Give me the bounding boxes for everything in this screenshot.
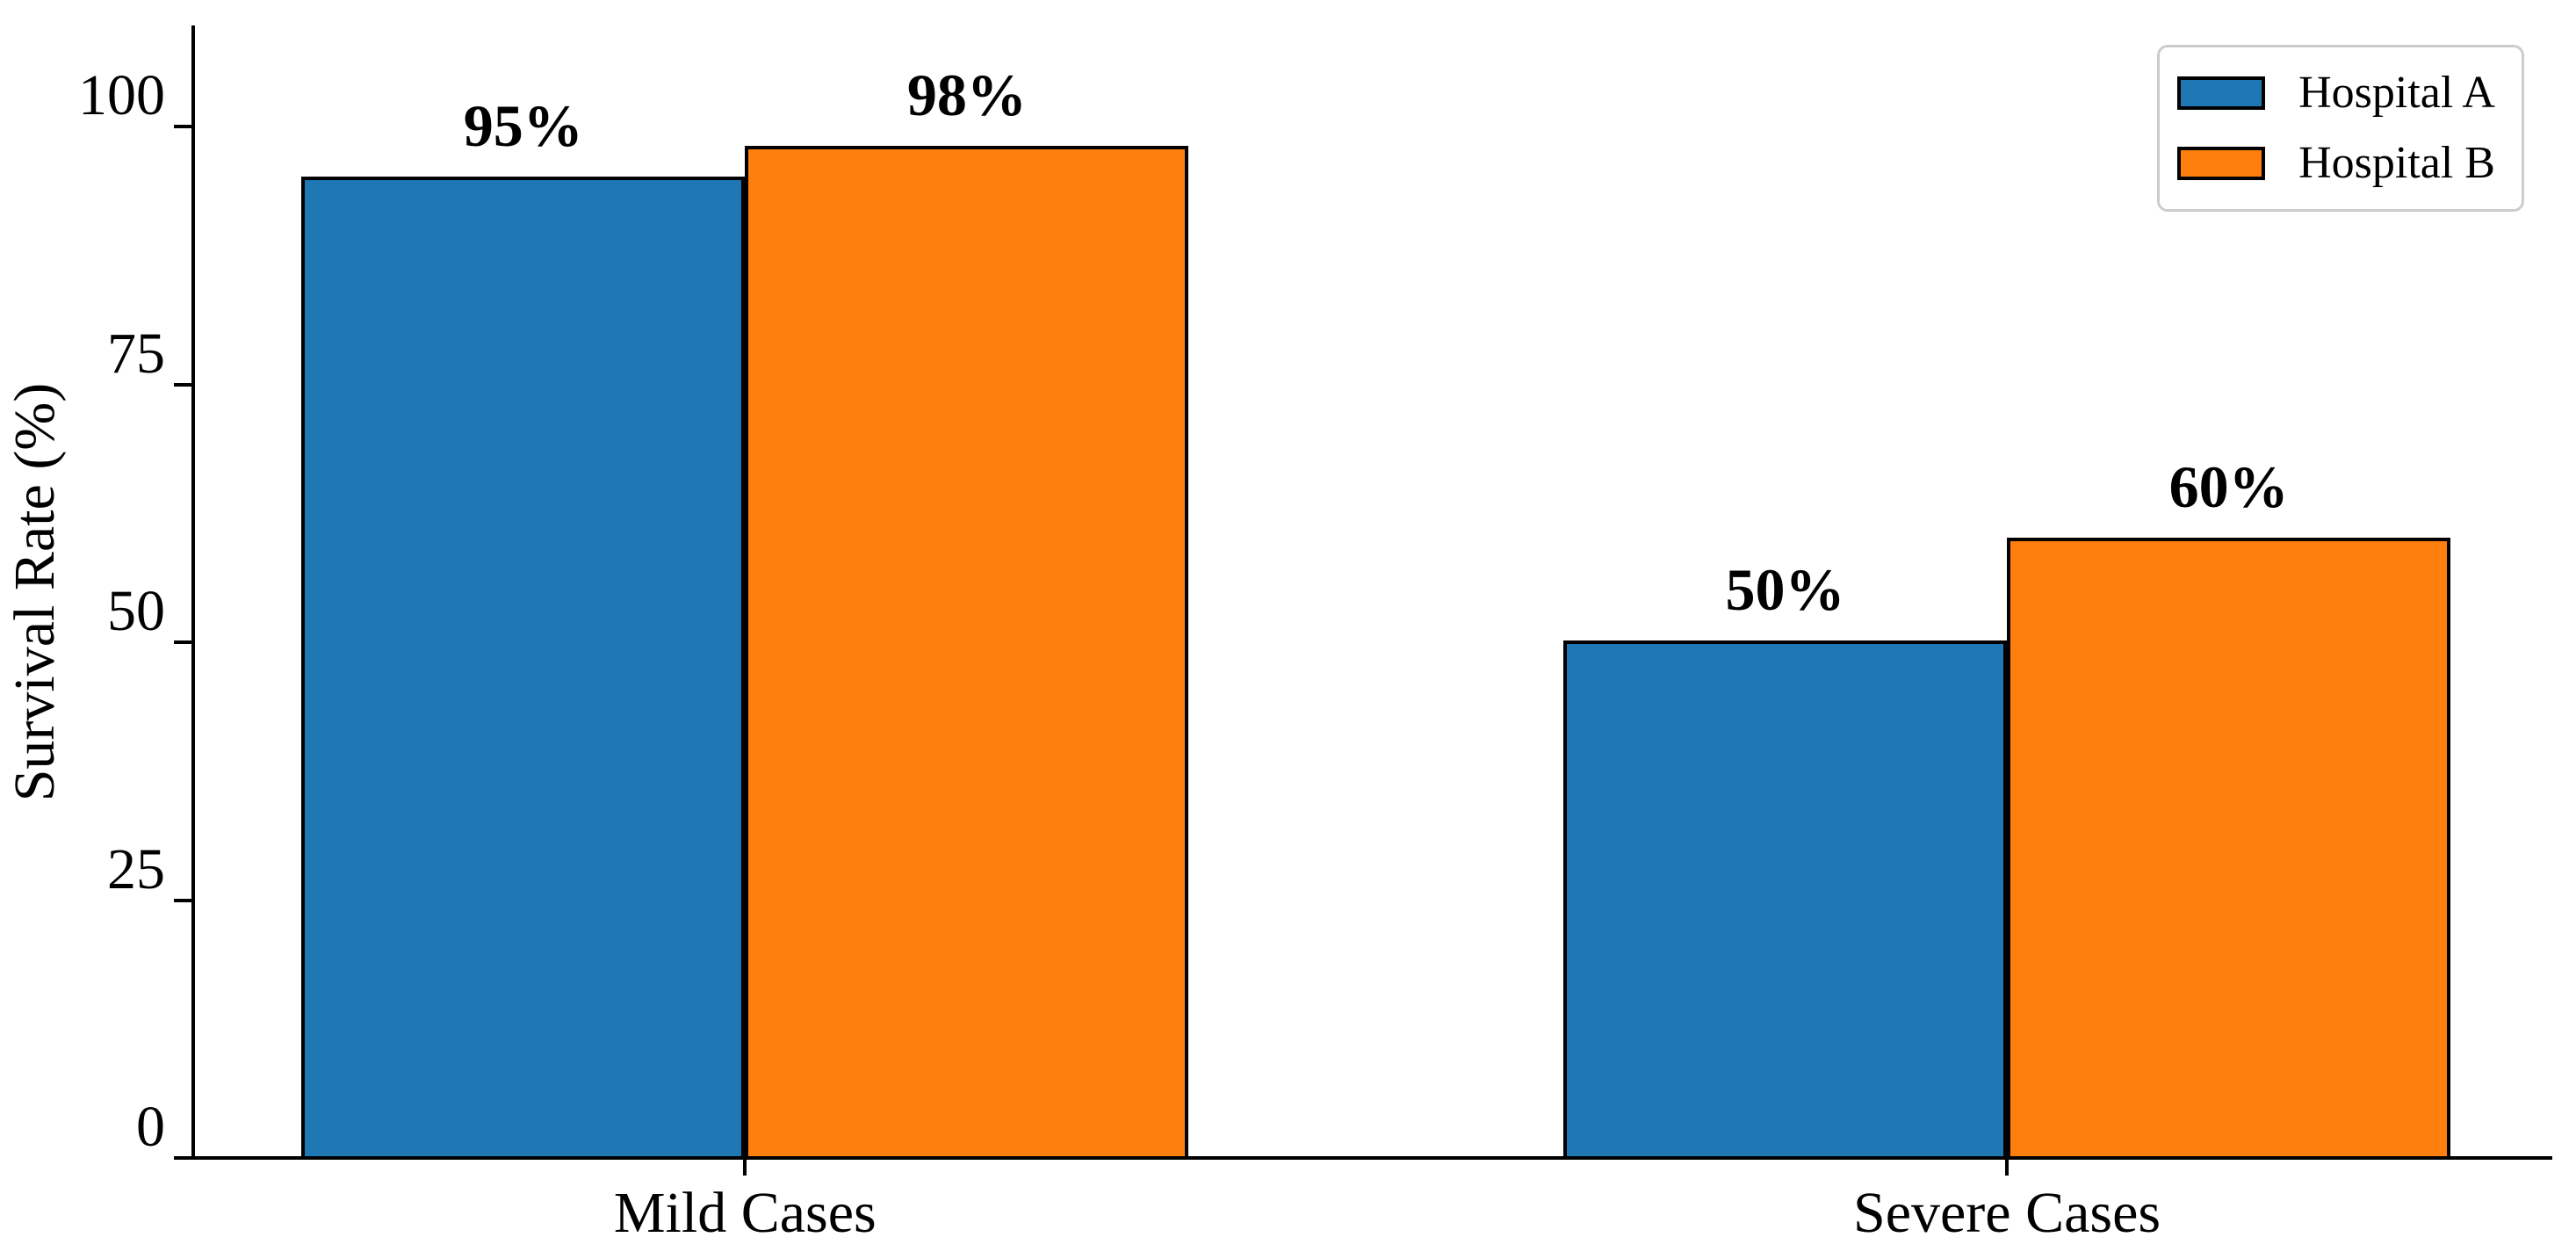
y-tick-mark — [174, 382, 191, 387]
bar-hospital-b-severe-cases — [2007, 537, 2451, 1156]
legend-label: Hospital A — [2298, 68, 2495, 118]
legend-swatch — [2177, 147, 2266, 180]
y-tick-mark — [174, 125, 191, 129]
bar-value-label: 95% — [463, 92, 583, 160]
x-tick-mark — [2005, 1156, 2010, 1176]
y-tick-mark — [174, 640, 191, 645]
y-tick-mark — [174, 898, 191, 902]
y-tick-label: 0 — [136, 1095, 165, 1159]
y-axis-label: Survival Rate (%) — [3, 382, 67, 802]
y-tick-label: 100 — [78, 63, 165, 128]
x-tick-label-mild-cases: Mild Cases — [613, 1181, 877, 1245]
bar-hospital-a-severe-cases — [1562, 640, 2008, 1156]
bar-hospital-a-mild-cases — [301, 177, 746, 1156]
legend-item-hospital-b: Hospital B — [2177, 141, 2495, 186]
y-tick-label: 75 — [107, 321, 165, 386]
legend-label: Hospital B — [2298, 138, 2495, 188]
y-tick-label: 50 — [107, 579, 165, 644]
plot-area: 0 25 50 75 100 95% 98% 50% 60% Mild Cases Severe… — [78, 25, 2552, 1242]
legend-swatch — [2177, 76, 2266, 110]
y-tick-label: 25 — [107, 836, 165, 901]
x-tick-mark — [743, 1156, 747, 1176]
legend-item-hospital-a: Hospital A — [2177, 70, 2495, 116]
y-tick-mark — [174, 1156, 191, 1160]
bar-value-label: 50% — [1725, 556, 1845, 624]
bar-value-label: 98% — [906, 61, 1027, 128]
bar-value-label: 60% — [2168, 452, 2289, 520]
x-tick-label-severe-cases: Severe Cases — [1853, 1181, 2161, 1245]
bar-hospital-b-mild-cases — [745, 145, 1189, 1156]
legend: Hospital A Hospital B — [2157, 45, 2524, 212]
